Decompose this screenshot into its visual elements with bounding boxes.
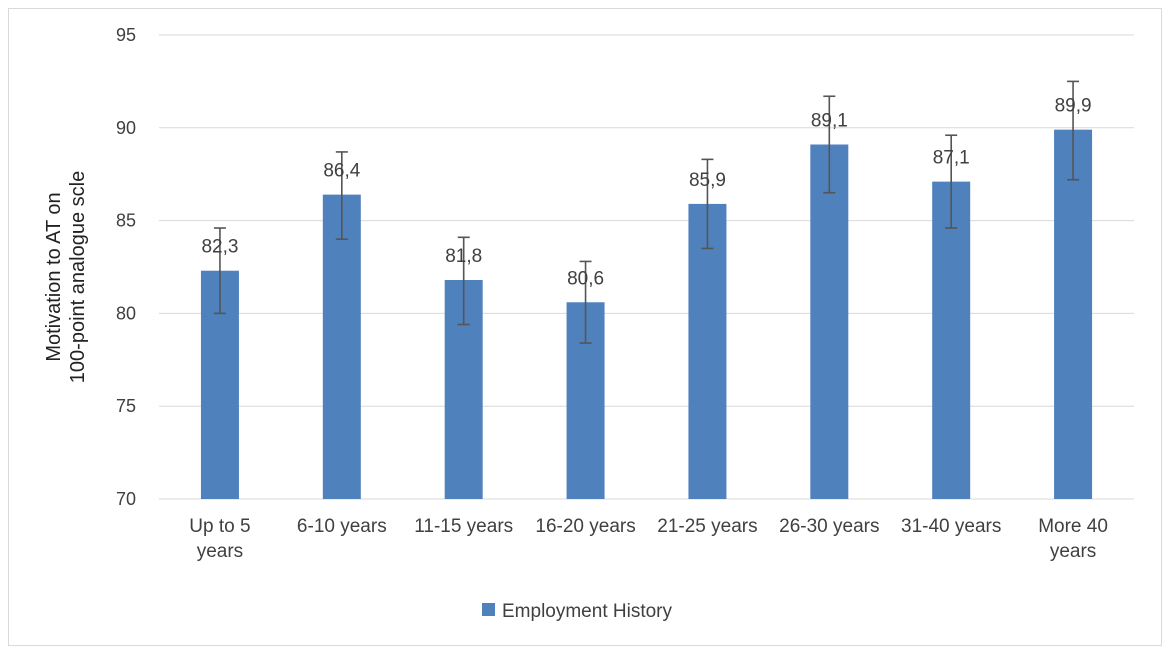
x-axis-category-labels: Up to 5 years 6-10 years 11-15 years 16-20 y… [189,516,1108,562]
error-bar [823,95,836,194]
x-category-label: More 40 years [1038,516,1108,562]
y-tick-label: 95 [116,25,136,45]
data-labels: 82,3 86,4 81,8 80,6 85,9 89,1 87,1 89,9 [201,96,1091,290]
x-category-label: 11-15 years [414,516,513,537]
bar[interactable] [1054,129,1093,499]
data-label: 89,1 [811,111,848,132]
x-category-label: 26-30 years [779,516,879,537]
bars [200,129,1093,499]
y-axis-tick-labels: 70 75 80 85 90 95 [116,25,136,509]
legend-label: Employment History [502,601,672,622]
y-tick-label: 70 [116,489,136,509]
data-label: 85,9 [689,170,726,191]
data-label: 81,8 [445,246,482,267]
y-axis-title: Motivation to AT on 100-point analogue sc… [43,171,89,383]
legend[interactable]: Employment History [482,601,672,622]
data-label: 86,4 [323,161,360,182]
error-bar [213,227,226,315]
bar[interactable] [688,203,727,499]
chart-frame: 70 75 80 85 90 95 82,3 86,4 81,8 80,6 85,9 89,1 87,… [8,8,1162,646]
data-label: 82,3 [201,237,238,258]
error-bars [213,80,1080,344]
error-bar [335,151,348,240]
y-tick-label: 90 [116,118,136,138]
x-category-label: 16-20 years [535,516,635,537]
gridlines [159,34,1134,500]
bar[interactable] [810,144,849,499]
data-label: 87,1 [933,148,970,169]
error-bar [945,134,958,229]
x-category-label: 6-10 years [297,516,387,537]
bar-chart: 70 75 80 85 90 95 82,3 86,4 81,8 80,6 85,9 89,1 87,… [43,25,1134,622]
x-category-label: 31-40 years [901,516,1001,537]
data-label: 80,6 [567,268,604,289]
x-category-label: Up to 5 years [189,516,250,562]
data-label: 89,9 [1055,96,1092,117]
y-tick-label: 85 [116,211,136,231]
error-bar [1067,80,1080,181]
legend-item[interactable]: Employment History [482,601,672,622]
error-bar [457,236,470,326]
bar[interactable] [932,181,971,499]
legend-swatch [482,603,495,616]
bar[interactable] [322,194,361,499]
y-axis-title-text: Motivation to AT on 100-point analogue sc… [43,171,89,383]
y-tick-label: 75 [116,396,136,416]
x-category-label: 21-25 years [657,516,757,537]
y-tick-label: 80 [116,303,136,323]
error-bar [701,158,714,250]
error-bar [579,260,592,344]
